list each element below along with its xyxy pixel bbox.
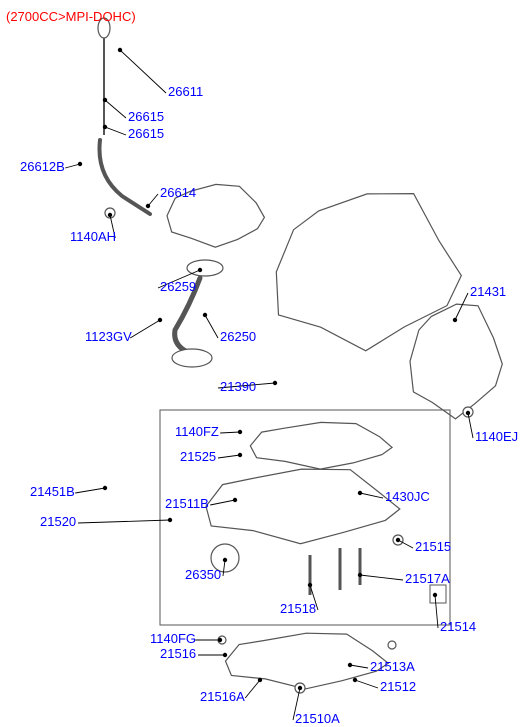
- part-label-p21516A: 21516A: [200, 690, 245, 704]
- leader-p26611: [120, 50, 166, 93]
- art-block: [276, 194, 461, 351]
- leader-dot-p21512: [353, 678, 357, 682]
- part-label-p21510A: 21510A: [295, 712, 340, 726]
- leader-dot-p21516A: [258, 678, 262, 682]
- leader-dot-p26615a: [103, 98, 107, 102]
- leader-p21511B: [210, 500, 235, 505]
- part-label-p26615b: 26615: [128, 127, 164, 141]
- leader-dot-p21518: [308, 583, 312, 587]
- part-label-p21513A: 21513A: [370, 660, 415, 674]
- art-pickup-screen: [172, 349, 212, 367]
- part-label-p21518: 21518: [280, 602, 316, 616]
- leader-p21517A: [360, 575, 403, 580]
- art-lower-pan: [226, 633, 389, 689]
- part-label-p21451B: 21451B: [30, 485, 75, 499]
- leader-p26250: [205, 315, 218, 338]
- leader-dot-p26611: [118, 48, 122, 52]
- part-label-p26611: 26611: [168, 85, 203, 99]
- leader-p21451B: [75, 488, 105, 493]
- leader-p1140FZ: [220, 432, 240, 433]
- part-label-p26350: 26350: [185, 568, 221, 582]
- leader-dot-p21431: [453, 318, 457, 322]
- part-label-p26615a: 26615: [128, 110, 164, 124]
- part-label-p26250: 26250: [220, 330, 256, 344]
- leader-p21520: [78, 520, 170, 523]
- art-bolt-lp2: [388, 641, 396, 649]
- leader-dot-p26350: [223, 558, 227, 562]
- part-label-p21390: 21390: [220, 380, 256, 394]
- leader-dot-p1140EJ: [466, 411, 470, 415]
- leader-p21525: [218, 455, 240, 458]
- leader-p26615b: [105, 127, 126, 135]
- leader-dot-p21451B: [103, 486, 107, 490]
- leader-dot-p26615b: [103, 125, 107, 129]
- leader-dot-p21510A: [298, 686, 302, 690]
- part-label-p26614: 26614: [160, 186, 196, 200]
- diagram-title: (2700CC>MPI-DOHC): [6, 10, 136, 24]
- part-label-p21520: 21520: [40, 515, 76, 529]
- art-drain: [295, 683, 305, 693]
- leader-dot-p1430JC: [358, 491, 362, 495]
- diagram-stage: (2700CC>MPI-DOHC) 26611 26615 26615 26612B 2…: [0, 0, 532, 727]
- leader-dot-p21514: [433, 593, 437, 597]
- part-label-p1140FG: 1140FG: [150, 632, 196, 646]
- part-label-p1430JC: 1430JC: [385, 490, 430, 504]
- part-label-p21515: 21515: [415, 540, 451, 554]
- leader-dot-p1140FZ: [238, 430, 242, 434]
- leader-p21431: [455, 293, 468, 320]
- leader-dot-p21390: [273, 381, 277, 385]
- leader-p26350: [223, 560, 225, 576]
- art-upper-pan: [206, 469, 400, 544]
- part-label-p26612B: 26612B: [20, 160, 65, 174]
- leader-p26612B: [65, 164, 80, 168]
- part-label-p21511B: 21511B: [165, 497, 209, 511]
- part-label-p21525: 21525: [180, 450, 216, 464]
- art-gasket: [187, 260, 223, 276]
- leader-dot-p1123GV: [158, 318, 162, 322]
- leader-p21514: [435, 595, 438, 628]
- art-rear-cover: [410, 304, 502, 419]
- leader-p21515: [398, 540, 413, 548]
- line-art-layer: [0, 0, 532, 727]
- art-pump-bolt: [105, 208, 115, 218]
- part-label-p26259: 26259: [160, 280, 196, 294]
- leader-dot-p21517A: [358, 573, 362, 577]
- leader-dot-p26614: [146, 204, 150, 208]
- leader-dot-p21516: [223, 653, 227, 657]
- leader-dot-p21511B: [233, 498, 237, 502]
- leader-p26615a: [105, 100, 126, 118]
- leader-p1123GV: [130, 320, 160, 338]
- leader-dot-p26259: [198, 268, 202, 272]
- part-label-p1123GV: 1123GV: [85, 330, 132, 344]
- part-label-p1140AH: 1140AH: [70, 230, 116, 244]
- leader-dot-p21525: [238, 453, 242, 457]
- leader-p1430JC: [360, 493, 383, 498]
- leader-p1140EJ: [468, 413, 473, 438]
- art-bolt-lp1: [218, 636, 226, 644]
- leader-dot-p26250: [203, 313, 207, 317]
- part-label-p1140FZ: 1140FZ: [175, 425, 219, 439]
- leader-dot-p21515: [396, 538, 400, 542]
- art-guide-tube: [99, 140, 150, 214]
- leader-dot-p1140FG: [218, 638, 222, 642]
- art-baffle: [250, 422, 392, 469]
- part-label-p21431: 21431: [470, 285, 506, 299]
- art-plug2: [430, 585, 446, 603]
- art-inset-frame: [160, 410, 450, 625]
- leader-p21513A: [350, 665, 368, 668]
- part-label-p21512: 21512: [380, 680, 416, 694]
- leader-p21516A: [245, 680, 260, 698]
- leader-dot-p21520: [168, 518, 172, 522]
- leader-dot-p21513A: [348, 663, 352, 667]
- leader-p21512: [355, 680, 378, 688]
- leader-p26614: [148, 194, 158, 206]
- art-plug1: [393, 535, 403, 545]
- leader-dot-p26612B: [78, 162, 82, 166]
- part-label-p21517A: 21517A: [405, 572, 450, 586]
- part-label-p1140EJ: 1140EJ: [475, 430, 518, 444]
- leader-dot-p1140AH: [108, 213, 112, 217]
- part-label-p21516: 21516: [160, 647, 196, 661]
- part-label-p21514: 21514: [440, 620, 476, 634]
- art-rear-bolt: [463, 407, 473, 417]
